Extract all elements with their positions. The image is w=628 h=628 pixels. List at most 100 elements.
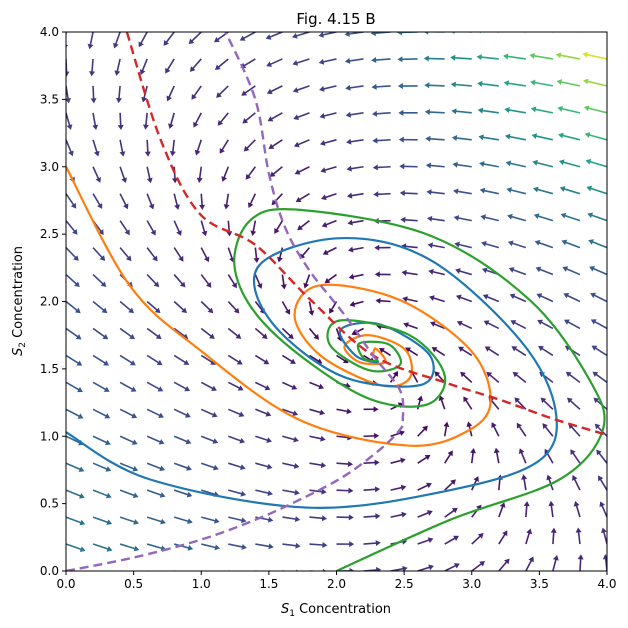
quiver-arrow [591,345,607,357]
quiver-arrow [92,435,111,446]
quiver-arrow [417,537,434,545]
quiver-arrow [599,501,607,518]
quiver-arrow [318,58,337,65]
quiver-arrow [582,51,607,60]
quiver-arrow [292,58,310,66]
quiver-arrow [417,454,431,464]
quiver-arrow [228,516,247,524]
quiver-arrow [114,58,121,76]
quiver-arrow [363,406,379,413]
quiver-arrow [559,186,581,195]
quiver-arrow [308,301,315,316]
quiver-arrow [142,112,149,130]
quiver-arrow [66,489,85,499]
quiver-arrow [347,246,364,253]
y-tick-label: 1.5 [40,362,59,376]
quiver-arrow [533,32,553,33]
quiver-arrow [450,81,472,88]
quiver-arrow [507,240,527,249]
quiver-arrow [557,105,581,114]
quiver-arrow [373,191,391,198]
quiver-arrow [163,32,175,46]
quiver-arrow [592,371,607,383]
quiver-arrow [66,193,77,209]
quiver-arrow [511,346,527,357]
chart-title: Fig. 4.15 B [296,10,375,28]
quiver-arrow [336,408,352,415]
quiver-arrow [226,220,233,237]
quiver-arrow [417,425,428,437]
quiver-arrow [282,516,301,523]
trajectory-orange [66,166,492,447]
quiver-arrow [390,457,406,464]
x-tick-label: 2.0 [327,577,346,591]
quiver-arrow [587,212,607,222]
quiver-arrow [427,242,445,249]
quiver-arrow [558,159,581,168]
quiver-arrow [450,54,472,61]
quiver-arrow [66,516,86,526]
quiver-arrow [416,395,423,410]
quiver-arrow [200,435,219,444]
quiver-arrow [460,371,473,383]
quiver-arrow [344,57,364,64]
quiver-arrow [281,327,294,340]
quiver-arrow [426,189,445,196]
quiver-arrow [309,568,327,571]
x-axis-label: S1 Concentration [281,602,391,619]
quiver-arrow [92,139,100,157]
quiver-arrow [531,133,554,141]
quiver-arrow [372,137,391,144]
quiver-arrow [146,381,164,392]
quiver-arrow [471,561,486,571]
quiver-arrow [455,268,472,276]
quiver-arrow [267,112,283,122]
quiver-arrow [375,297,391,304]
quiver-arrow [241,85,256,96]
quiver-arrow [309,462,327,469]
quiver-arrow [292,85,310,93]
quiver-arrow [583,78,607,87]
quiver-arrow [173,247,184,262]
quiver-arrow [542,423,554,437]
quiver-arrow [345,84,364,91]
quiver-arrow [146,247,158,262]
x-tick-label: 0.5 [124,577,143,591]
x-tick-label: 2.5 [395,577,414,591]
quiver-arrow [146,516,166,525]
quiver-arrow [227,381,244,391]
quiver-arrow [349,300,364,307]
quiver-arrow [336,541,355,548]
quiver-arrow [66,220,78,235]
quiver-arrow [138,32,148,48]
quiver-arrow [389,371,399,383]
quiver-arrow [228,435,246,444]
quiver-arrow [481,241,500,249]
quiver-arrow [425,135,445,142]
quiver-arrow [516,422,527,437]
quiver-arrow [269,166,283,177]
y-tick-label: 0.0 [40,564,59,578]
quiver-arrow [146,220,156,236]
quiver-arrow [214,58,229,70]
quiver-arrow [451,108,472,115]
quiver-arrow [169,139,176,157]
quiver-arrow [321,219,337,228]
quiver-arrow [397,83,418,90]
quiver-arrow [166,85,175,102]
quiver-arrow [538,346,554,357]
quiver-arrow [92,354,110,366]
quiver-arrow [200,354,216,365]
nullcline-red [125,32,607,437]
x-tick-label: 4.0 [597,577,616,591]
quiver-arrow [255,408,272,417]
quiver-arrow [293,139,310,148]
quiver-arrow [348,273,364,280]
quiver-arrow [254,274,263,289]
quiver-arrow [194,139,203,156]
quiver-arrow [247,193,257,209]
quiver-arrow [200,327,215,339]
quiver-arrow [309,515,328,522]
quiver-arrow [371,83,391,90]
quiver-arrow [602,32,607,33]
